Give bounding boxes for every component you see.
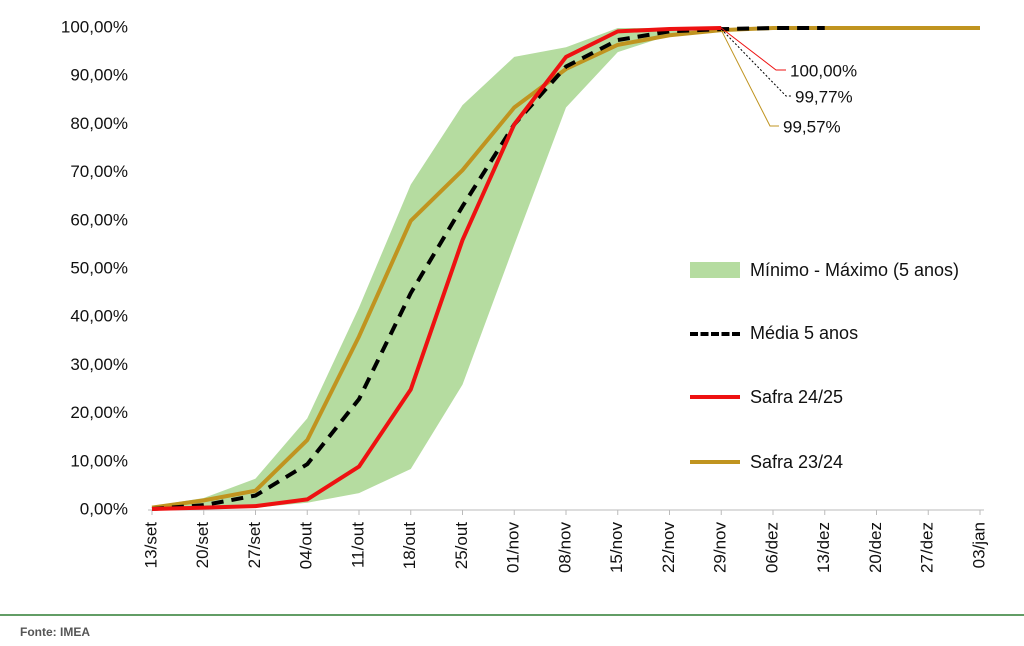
x-tick-label: 20/set [193, 522, 212, 569]
x-tick-label: 18/out [400, 522, 419, 570]
y-tick-label: 90,00% [70, 66, 128, 85]
legend-item: Safra 23/24 [690, 450, 965, 474]
legend-label: Mínimo - Máximo (5 anos) [750, 260, 960, 280]
legend-item: Mínimo - Máximo (5 anos) [690, 258, 965, 282]
legend-item: Safra 24/25 [690, 385, 965, 409]
x-tick-label: 27/dez [918, 522, 937, 573]
y-tick-label: 60,00% [70, 210, 128, 229]
x-tick-label: 13/set [141, 522, 160, 569]
y-tick-label: 40,00% [70, 307, 128, 326]
x-tick-label: 08/nov [555, 522, 574, 574]
leader-line [720, 27, 786, 71]
y-tick-label: 50,00% [70, 258, 128, 277]
legend-swatch [690, 395, 740, 399]
x-tick-label: 01/nov [504, 522, 523, 574]
series-line [151, 26, 980, 510]
range-band [152, 28, 825, 510]
x-tick-label: 11/out [348, 522, 367, 568]
y-tick-label: 20,00% [70, 403, 128, 422]
x-tick-label: 15/nov [607, 522, 626, 574]
data-label: 99,77% [795, 87, 853, 106]
x-tick-label: 29/nov [711, 522, 730, 574]
legend-label: Safra 23/24 [750, 452, 844, 472]
data-label: 100,00% [790, 61, 857, 80]
x-tick-label: 20/dez [866, 522, 885, 573]
legend-label: Média 5 anos [750, 323, 859, 343]
legend-label: Safra 24/25 [750, 387, 844, 407]
x-tick-label: 13/dez [814, 522, 833, 573]
y-tick-label: 80,00% [70, 114, 128, 133]
x-tick-label: 03/jan [969, 522, 988, 568]
y-tick-label: 10,00% [70, 451, 128, 470]
legend-swatch [690, 460, 740, 464]
y-tick-label: 0,00% [80, 499, 128, 518]
x-tick-label: 27/set [245, 522, 264, 569]
legend-swatch [690, 332, 740, 336]
y-tick-label: 70,00% [70, 162, 128, 181]
y-tick-label: 100,00% [61, 17, 128, 36]
x-tick-label: 25/out [452, 522, 471, 570]
x-tick-label: 04/out [297, 522, 316, 570]
y-tick-label: 30,00% [70, 355, 128, 374]
series-line [151, 26, 722, 512]
leader-line [720, 29, 779, 127]
x-tick-label: 22/nov [659, 522, 678, 574]
leader-line [720, 28, 791, 97]
x-tick-label: 06/dez [762, 522, 781, 573]
data-label: 99,57% [783, 117, 841, 136]
legend-item: Média 5 anos [690, 321, 965, 345]
source: Fonte: IMEA [20, 625, 90, 639]
legend-swatch [690, 262, 740, 278]
